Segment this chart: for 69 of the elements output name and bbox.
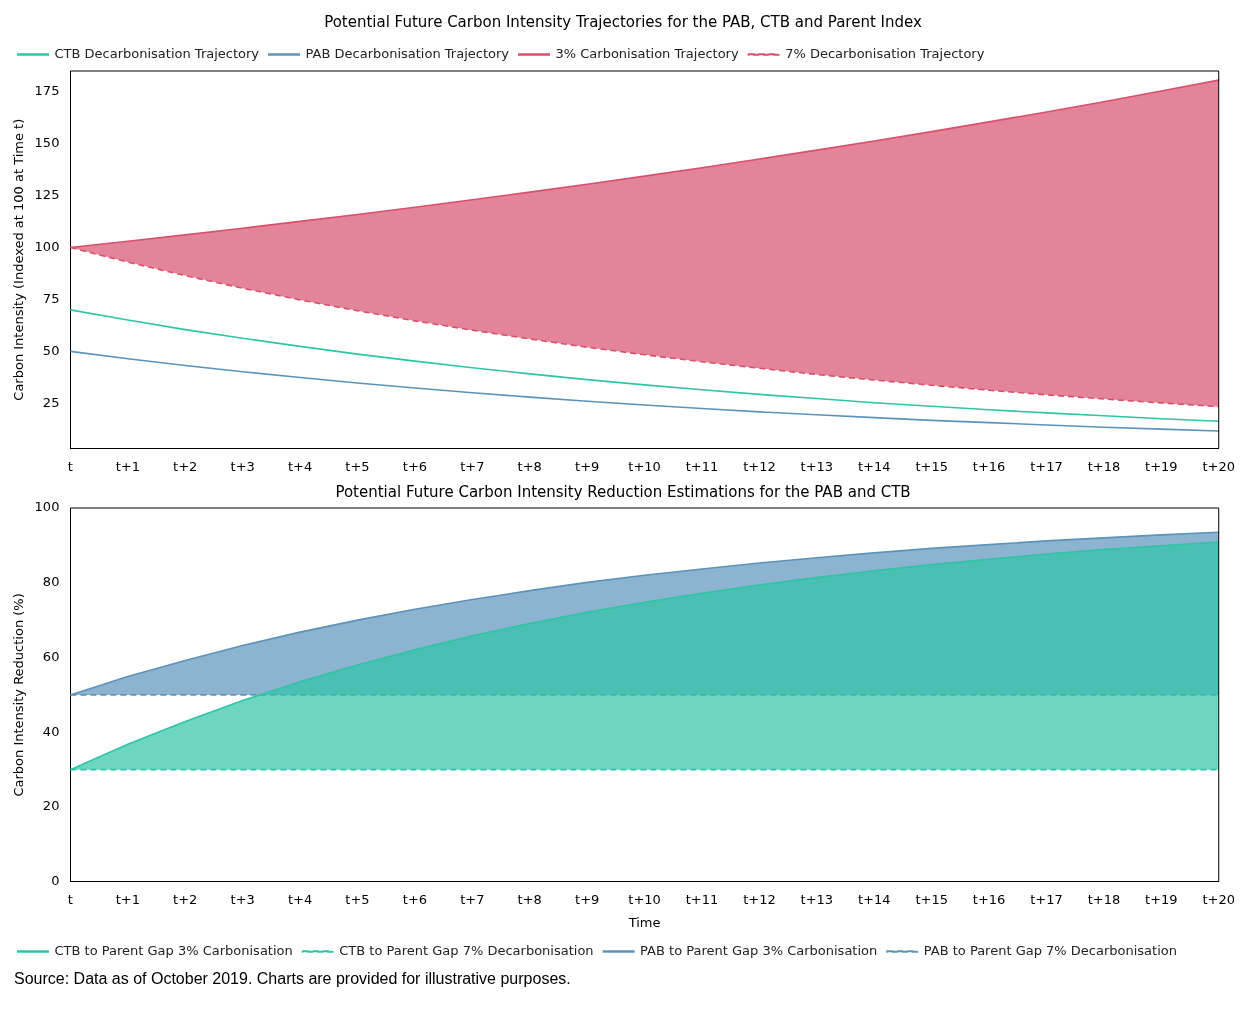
chart-title: Potential Future Carbon Intensity Trajectories for the PAB, CTB and Parent Index xyxy=(324,12,922,31)
x-tick-label: t+11 xyxy=(685,458,719,474)
x-tick-label: t+17 xyxy=(1030,891,1063,907)
x-tick-label: t+18 xyxy=(1087,891,1121,907)
chart-title: Potential Future Carbon Intensity Reduction Estimations for the PAB and CTB xyxy=(335,482,911,501)
x-tick-label: t+1 xyxy=(115,891,140,907)
x-tick-label: t+19 xyxy=(1145,458,1178,474)
x-tick-label: t+18 xyxy=(1087,458,1121,474)
y-tick-label: 100 xyxy=(34,499,60,515)
x-tick-label: t+5 xyxy=(345,458,370,474)
x-tick-label: t+5 xyxy=(345,891,370,907)
y-tick-label: 80 xyxy=(42,574,60,590)
y-tick-label: 125 xyxy=(34,187,60,202)
x-tick-label: t+9 xyxy=(575,891,600,907)
x-tick-label: t+16 xyxy=(972,458,1006,474)
y-axis-title: Carbon Intensity Reduction (%) xyxy=(11,593,27,797)
x-tick-label: t+8 xyxy=(517,458,542,474)
y-tick-label: 100 xyxy=(34,238,60,254)
x-tick-label: t+15 xyxy=(915,458,948,474)
y-tick-label: 25 xyxy=(42,394,60,410)
x-tick-label: t+10 xyxy=(628,458,661,474)
x-tick-label: t+7 xyxy=(460,891,485,907)
y-tick-label: 75 xyxy=(42,290,60,306)
legend-label: PAB to Parent Gap 7% Decarbonisation xyxy=(923,942,1177,958)
x-tick-label: t+7 xyxy=(460,458,485,474)
x-tick-label: t+19 xyxy=(1145,891,1178,907)
legend-label: 7% Decarbonisation Trajectory xyxy=(785,45,985,61)
x-tick-label: t+8 xyxy=(517,891,542,907)
x-tick-label: t+9 xyxy=(575,458,600,474)
legend-label: 3% Carbonisation Trajectory xyxy=(555,45,739,61)
x-tick-label: t+14 xyxy=(857,891,891,907)
y-tick-label: 175 xyxy=(34,83,60,99)
x-tick-label: t+1 xyxy=(115,458,140,474)
legend-label: PAB to Parent Gap 3% Carbonisation xyxy=(640,942,878,958)
legend-label: CTB to Parent Gap 7% Decarbonisation xyxy=(339,942,594,958)
x-tick-label: t+13 xyxy=(800,458,834,474)
source-note: Source: Data as of October 2019. Charts are provided for illustrative purposes. xyxy=(13,969,572,989)
x-tick-label: t+3 xyxy=(230,891,255,907)
x-tick-label: t+15 xyxy=(915,891,948,907)
x-tick-label: t+14 xyxy=(857,458,891,474)
legend-label: CTB Decarbonisation Trajectory xyxy=(54,45,260,61)
x-tick-label: t+12 xyxy=(743,458,776,474)
y-tick-label: 50 xyxy=(42,342,60,358)
legend-label: CTB to Parent Gap 3% Carbonisation xyxy=(54,942,293,958)
y-axis-title: Carbon Intensity (Indexed at 100 at Time t) xyxy=(11,118,27,401)
x-tick-label: t+10 xyxy=(628,891,661,907)
y-tick-label: 150 xyxy=(34,135,60,151)
x-tick-label: t+6 xyxy=(402,458,428,474)
x-tick-label: t+11 xyxy=(685,891,719,907)
x-tick-label: t+12 xyxy=(743,891,776,907)
x-tick-label: t+3 xyxy=(230,458,255,474)
y-tick-label: 0 xyxy=(51,873,60,889)
x-tick-label: t+16 xyxy=(972,891,1006,907)
legend-label: PAB Decarbonisation Trajectory xyxy=(305,45,510,61)
x-axis-title: Time xyxy=(627,914,661,930)
x-tick-label: t xyxy=(67,891,73,907)
x-tick-label: t+17 xyxy=(1030,458,1063,474)
x-tick-label: t+20 xyxy=(1202,891,1236,907)
x-tick-label: t+4 xyxy=(287,891,313,907)
x-tick-label: t+4 xyxy=(287,458,313,474)
x-tick-label: t+6 xyxy=(402,891,428,907)
y-tick-label: 40 xyxy=(42,723,60,739)
y-tick-label: 20 xyxy=(42,798,60,814)
x-tick-label: t+20 xyxy=(1202,458,1236,474)
x-tick-label: t xyxy=(67,458,73,474)
x-tick-label: t+2 xyxy=(173,458,198,474)
y-tick-label: 60 xyxy=(42,648,60,664)
x-tick-label: t+13 xyxy=(800,891,834,907)
x-tick-label: t+2 xyxy=(173,891,198,907)
